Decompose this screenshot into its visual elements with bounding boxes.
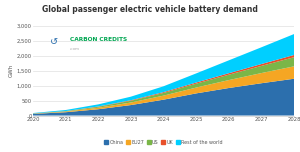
Y-axis label: GWh: GWh: [9, 64, 14, 77]
Text: ↺: ↺: [50, 37, 58, 47]
Text: Global passenger electric vehicle battery demand: Global passenger electric vehicle batter…: [42, 5, 258, 14]
Legend: China, EU27, US, UK, Rest of the world: China, EU27, US, UK, Rest of the world: [102, 138, 225, 147]
Text: .com: .com: [70, 47, 80, 51]
Text: CARBON CREDITS: CARBON CREDITS: [70, 37, 127, 42]
